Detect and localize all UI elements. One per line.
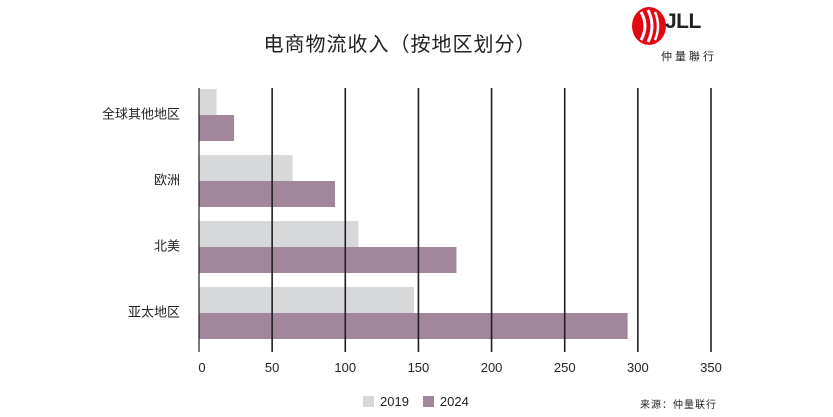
x-tick-label: 300 (627, 360, 649, 375)
x-tick-label: 100 (334, 360, 356, 375)
jll-logo-mark (632, 7, 666, 45)
bar-2019-1 (199, 155, 293, 181)
legend-item-2024: 2024 (422, 394, 469, 409)
source-note: 来源：仲量联行 (640, 400, 717, 411)
x-tick-label: 200 (481, 360, 503, 375)
x-tick-label: 150 (408, 360, 430, 375)
bar-2019-2 (199, 221, 359, 247)
logo-subtitle: 仲量聯行 (661, 50, 717, 63)
legend-swatch-2024 (422, 396, 434, 407)
legend-item-2019: 2019 (363, 394, 409, 409)
jll-logo: 仲量聯行 (629, 4, 749, 66)
x-tick-label: 350 (700, 360, 722, 375)
legend: 2019 2024 (363, 394, 483, 409)
legend-swatch-2019 (363, 396, 374, 407)
bar-2024-3 (199, 313, 628, 339)
legend-label-2019: 2019 (380, 394, 409, 409)
category-label: 全球其他地区 (102, 107, 180, 123)
bar-2024-1 (199, 181, 336, 207)
bar-2024-2 (199, 247, 457, 273)
bar-2024-0 (199, 115, 235, 141)
category-label: 北美 (154, 240, 180, 255)
bar-2019-3 (199, 287, 415, 313)
x-tick-label: 250 (554, 360, 576, 375)
x-tick-label: 0 (198, 360, 205, 375)
category-label: 亚太地区 (128, 306, 180, 321)
logo-brand: JLL (665, 10, 701, 33)
x-tick-label: 50 (265, 360, 279, 375)
category-label: 欧洲 (154, 174, 180, 189)
bar-2019-0 (199, 89, 217, 115)
chart-title: 电商物流收入（按地区划分） (263, 32, 537, 56)
legend-label-2024: 2024 (439, 394, 469, 409)
